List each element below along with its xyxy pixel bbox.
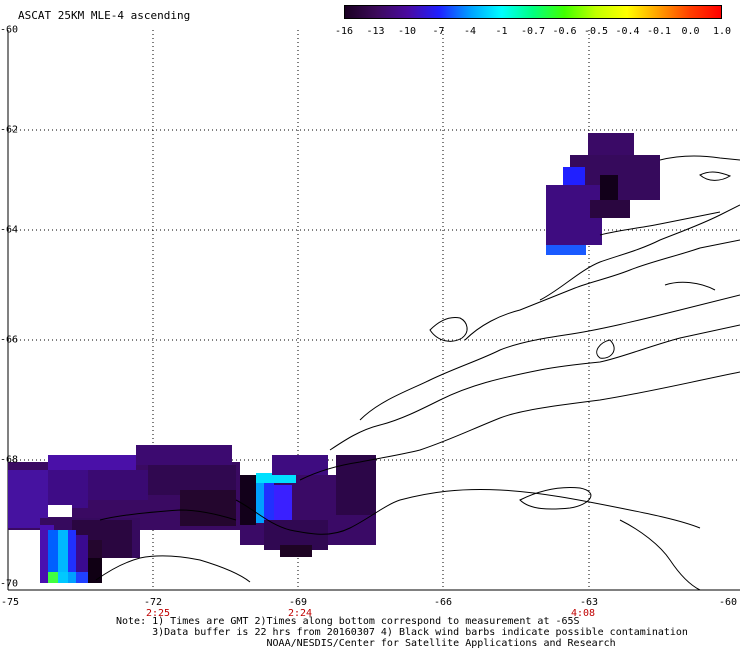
note-line-2: 3)Data buffer is 22 hrs from 20160307 4)… xyxy=(116,627,688,638)
colorbar-tick-label: -0.5 xyxy=(583,26,609,37)
colorbar-tick-label: -4 xyxy=(463,26,477,37)
colorbar xyxy=(344,5,722,19)
coastlines xyxy=(95,155,740,591)
wind-data-upper-right-swath xyxy=(546,133,660,255)
colorbar-tick-label: -0.6 xyxy=(552,26,577,37)
lon-label: -63 xyxy=(579,597,599,608)
lat-label: -68 xyxy=(0,454,19,466)
map-title: ASCAT 25KM MLE-4 ascending xyxy=(18,9,191,22)
lat-label: -62 xyxy=(0,124,19,136)
grid-lines xyxy=(8,30,740,590)
time-label: 2:24 xyxy=(287,608,313,619)
lat-label: -64 xyxy=(0,224,19,236)
colorbar-tick-label: 0.0 xyxy=(681,26,700,37)
colorbar-tick-label: -0.4 xyxy=(615,26,640,37)
lat-label: -70 xyxy=(0,578,19,590)
wind-data-middle-swath xyxy=(240,455,376,557)
colorbar-tick-label: -1 xyxy=(495,26,508,37)
lat-label: -66 xyxy=(0,334,19,346)
time-label: 4:08 xyxy=(570,608,596,619)
colorbar-tick-label: 1.0 xyxy=(712,26,732,37)
colorbar-tick-label: -0.1 xyxy=(646,26,672,37)
colorbar-tick-label: -7 xyxy=(432,26,445,37)
lat-label: -60 xyxy=(0,24,19,36)
lon-label: -66 xyxy=(433,597,453,608)
lon-label: -72 xyxy=(143,597,163,608)
lon-label: -75 xyxy=(0,597,20,608)
colorbar-tick-label: -13 xyxy=(366,26,385,37)
note-line-1: Note: 1) Times are GMT 2)Times along bot… xyxy=(116,616,580,627)
note-line-3: NOAA/NESDIS/Center for Satellite Applica… xyxy=(116,638,616,649)
lon-label: -69 xyxy=(288,597,308,608)
lon-label: -60 xyxy=(718,597,738,608)
wind-data-left-swath xyxy=(8,445,240,583)
colorbar-tick-label: -16 xyxy=(334,26,354,37)
colorbar-tick-label: -0.7 xyxy=(520,26,546,37)
colorbar-tick-label: -10 xyxy=(397,26,417,37)
time-label: 2:25 xyxy=(145,608,171,619)
